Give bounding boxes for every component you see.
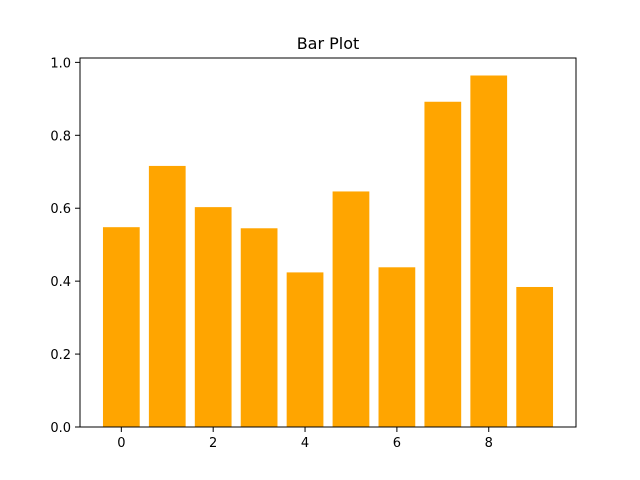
x-tick-label: 0 <box>117 436 125 451</box>
y-tick-label: 0.8 <box>50 129 71 144</box>
y-axis: 0.0 0.2 0.4 0.6 0.8 1.0 <box>50 56 80 436</box>
x-tick-label: 6 <box>393 436 401 451</box>
x-tick-label: 4 <box>301 436 309 451</box>
plot-frame <box>79 57 577 428</box>
y-tick-label: 0.4 <box>50 275 71 290</box>
x-axis: 0 2 4 6 8 <box>117 427 493 451</box>
bar-7 <box>424 101 462 427</box>
y-tick-label: 0.6 <box>50 202 71 217</box>
bar-6 <box>378 267 416 427</box>
bar-5 <box>332 191 370 427</box>
bar-1 <box>148 165 186 428</box>
bar-2 <box>194 207 232 427</box>
bar-3 <box>240 228 278 427</box>
bar-0 <box>102 227 140 427</box>
bar-9 <box>516 286 554 427</box>
y-tick-label: 0.2 <box>50 348 71 363</box>
bar-4 <box>286 272 324 427</box>
bars-group <box>102 75 554 428</box>
x-tick-label: 2 <box>209 436 217 451</box>
y-tick-label: 0.0 <box>50 421 71 436</box>
x-tick-label: 8 <box>485 436 493 451</box>
bar-8 <box>470 75 508 427</box>
y-tick-label: 1.0 <box>50 56 71 71</box>
chart-title: Bar Plot <box>297 34 360 53</box>
